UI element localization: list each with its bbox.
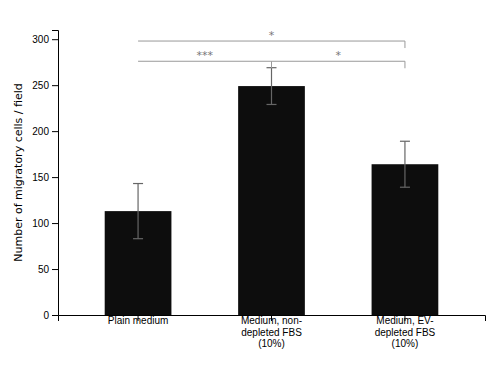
tick-mark [52, 315, 58, 316]
tick: Medium, non-depleted FBS(10%) [241, 315, 302, 349]
error-cap [400, 141, 410, 142]
error-bar [133, 184, 143, 239]
tick-label: 200 [32, 126, 49, 137]
tick: 50 [38, 264, 58, 275]
tick-mark [52, 85, 58, 86]
significance-label: *** [197, 49, 214, 62]
x-axis: Plain mediumMedium, non-depleted FBS(10%… [59, 315, 486, 349]
error-line [137, 184, 138, 239]
y-axis: 0 50 100 150 200 250 300 [32, 31, 58, 321]
plot: 0 50 100 150 200 250 300 Plain medium Medium, no… [32, 29, 485, 349]
tick: 0 [43, 310, 58, 321]
bar [238, 86, 305, 315]
axis-line [52, 31, 59, 316]
tick: 250 [32, 80, 58, 91]
tick-label: Plain medium [108, 315, 169, 326]
tick: Medium, EV-depleted FBS(10%) [375, 315, 436, 349]
tick: Plain medium [108, 315, 169, 326]
tick: 100 [32, 218, 58, 229]
significance-label: * [335, 49, 341, 62]
tick-label: 0 [43, 310, 49, 321]
chart: 0 50 100 150 200 250 300 Plain medium Medium, no… [0, 0, 500, 373]
tick-label-line: (10%) [392, 338, 419, 349]
significance-tick [404, 41, 405, 48]
significance-tick [404, 61, 405, 68]
error-bar [400, 141, 410, 187]
tick-label-line: depleted FBS [375, 327, 436, 338]
tick-mark [52, 39, 58, 40]
error-line [404, 141, 405, 187]
tick-label-line: Medium, EV- [376, 315, 433, 326]
tick-label: 300 [32, 34, 49, 45]
error-cap [133, 183, 143, 184]
y-axis-title: Number of migratory cells / field [12, 83, 25, 261]
error-cap [400, 187, 410, 188]
tick-mark [52, 131, 58, 132]
tick-label-line: depleted FBS [241, 327, 302, 338]
tick: 150 [32, 172, 58, 183]
significance-tick [271, 61, 272, 68]
error-cap [133, 238, 143, 239]
tick-mark [52, 223, 58, 224]
tick-mark [52, 269, 58, 270]
tick-label: 50 [38, 264, 50, 275]
tick-label: 150 [32, 172, 49, 183]
tick-label-line: Medium, non- [241, 315, 302, 326]
annotations: ***** [197, 29, 342, 62]
tick: 200 [32, 126, 58, 137]
tick-label: Medium, EV-depleted FBS(10%) [375, 315, 436, 349]
error-cap [267, 104, 277, 105]
tick-label-line: Plain medium [108, 315, 169, 326]
tick-label-line: (10%) [258, 338, 285, 349]
marks [105, 41, 439, 315]
bar [372, 164, 439, 315]
tick-label: 100 [32, 218, 49, 229]
significance-label: * [269, 29, 275, 42]
tick-label: 250 [32, 80, 49, 91]
error-line [271, 68, 272, 105]
error-bar [267, 68, 277, 105]
tick-label: Medium, non-depleted FBS(10%) [241, 315, 302, 349]
tick-mark [52, 177, 58, 178]
tick: 300 [32, 34, 58, 45]
